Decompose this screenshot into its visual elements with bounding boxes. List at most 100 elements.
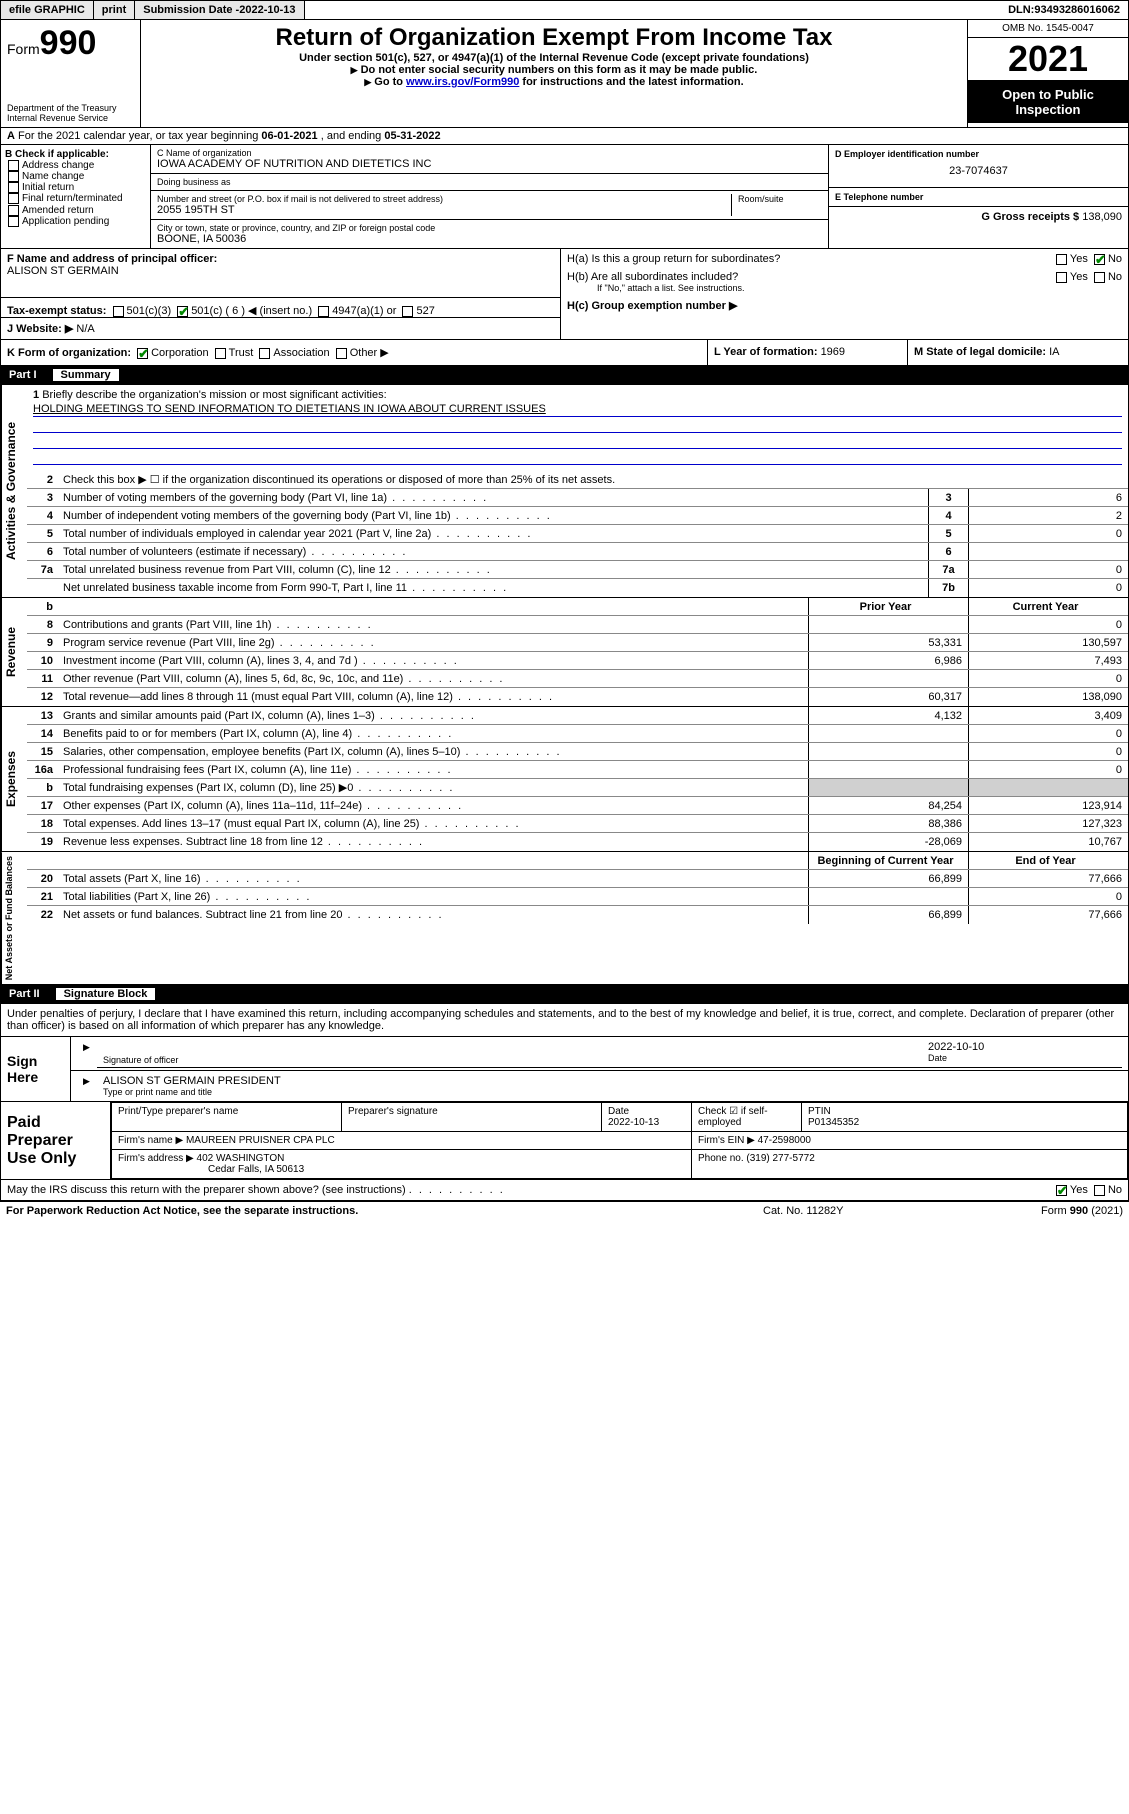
- current-year-val: 0: [968, 725, 1128, 742]
- part2-header: Part II Signature Block: [0, 985, 1129, 1004]
- line-text: Investment income (Part VIII, column (A)…: [59, 653, 808, 669]
- chk-501c[interactable]: [177, 306, 188, 317]
- hc-text: H(c) Group exemption number ▶: [567, 300, 737, 312]
- gov-line: 4Number of independent voting members of…: [27, 507, 1128, 525]
- block-bcdeg: B Check if applicable: Address change Na…: [0, 145, 1129, 249]
- chk-assoc[interactable]: [259, 348, 270, 359]
- chk-initial-label: Initial return: [22, 182, 74, 193]
- chk-pending[interactable]: Application pending: [5, 216, 146, 227]
- tax-year: 2021: [968, 38, 1128, 81]
- street-label: Number and street (or P.O. box if mail i…: [157, 194, 731, 204]
- current-year-val: 123,914: [968, 797, 1128, 814]
- row-j: J Website: ▶ N/A: [1, 317, 560, 335]
- gov-line: 7aTotal unrelated business revenue from …: [27, 561, 1128, 579]
- box-b: B Check if applicable: Address change Na…: [1, 145, 151, 248]
- firm-addr-label: Firm's address ▶: [118, 1153, 194, 1164]
- gov-line: 2Check this box ▶ ☐ if the organization …: [27, 471, 1128, 489]
- street-value: 2055 195TH ST: [157, 204, 731, 216]
- chk-name-label: Name change: [22, 171, 84, 182]
- hb-no[interactable]: [1094, 272, 1105, 283]
- line-num: 22: [27, 909, 59, 921]
- line-text: Net unrelated business taxable income fr…: [59, 580, 928, 596]
- discuss-yes[interactable]: [1056, 1185, 1067, 1196]
- sig-arrow-1: [77, 1039, 97, 1068]
- prior-year-val: 84,254: [808, 797, 968, 814]
- line-box: 6: [928, 543, 968, 560]
- line-text: Number of voting members of the governin…: [59, 490, 928, 506]
- row-a-prefix: A: [7, 130, 15, 142]
- sig-date: 2022-10-10: [928, 1041, 1116, 1053]
- ptin: P01345352: [808, 1117, 859, 1128]
- form-ref: Form 990 (2021): [963, 1205, 1123, 1217]
- chk-4947[interactable]: [318, 306, 329, 317]
- line-num: 18: [27, 818, 59, 830]
- line-val: 2: [968, 507, 1128, 524]
- row-i: Tax-exempt status: 501(c)(3) 501(c) ( 6 …: [1, 297, 560, 317]
- line-num: 11: [27, 673, 59, 685]
- ptin-label: PTIN: [808, 1106, 831, 1117]
- chk-501c3[interactable]: [113, 306, 124, 317]
- chk-name[interactable]: Name change: [5, 171, 146, 182]
- prior-year-val: [808, 761, 968, 778]
- line-box: 4: [928, 507, 968, 524]
- prior-year-val: [808, 616, 968, 633]
- sign-here-label: Sign Here: [1, 1037, 71, 1101]
- h-a: H(a) Is this a group return for subordin…: [567, 253, 1122, 265]
- data-line: bTotal fundraising expenses (Part IX, co…: [27, 779, 1128, 797]
- chk-corp[interactable]: [137, 348, 148, 359]
- firm-phone: (319) 277-5772: [746, 1153, 814, 1164]
- chk-address[interactable]: Address change: [5, 160, 146, 171]
- dln-label: DLN:: [1008, 4, 1034, 16]
- discuss-no[interactable]: [1094, 1185, 1105, 1196]
- officer-name: ALISON ST GERMAIN: [7, 265, 554, 277]
- line-text: Revenue less expenses. Subtract line 18 …: [59, 834, 808, 850]
- form-header: Form990 Department of the Treasury Inter…: [0, 20, 1129, 128]
- current-year-val: 0: [968, 743, 1128, 760]
- ha-yes[interactable]: [1056, 254, 1067, 265]
- ha-no[interactable]: [1094, 254, 1105, 265]
- officer-label: F Name and address of principal officer:: [7, 253, 554, 265]
- current-year-val: 77,666: [968, 870, 1128, 887]
- section-governance: Activities & Governance 1 Briefly descri…: [0, 385, 1129, 598]
- line-num: 2: [27, 474, 59, 486]
- chk-amended[interactable]: Amended return: [5, 205, 146, 216]
- line-text: Total liabilities (Part X, line 26): [59, 889, 808, 905]
- print-button[interactable]: print: [94, 1, 135, 19]
- sig-officer-label: Signature of officer: [103, 1055, 916, 1065]
- prior-year-val: -28,069: [808, 833, 968, 851]
- chk-initial[interactable]: Initial return: [5, 182, 146, 193]
- chk-other[interactable]: [336, 348, 347, 359]
- part1-header: Part I Summary: [0, 366, 1129, 385]
- line-num: 12: [27, 691, 59, 703]
- ha-text: H(a) Is this a group return for subordin…: [567, 253, 780, 265]
- current-year-val: 0: [968, 888, 1128, 905]
- chk-trust[interactable]: [215, 348, 226, 359]
- line-text: Total number of individuals employed in …: [59, 526, 928, 542]
- prior-year-val: 88,386: [808, 815, 968, 832]
- firm-phone-label: Phone no.: [698, 1153, 746, 1164]
- line-text: Total expenses. Add lines 13–17 (must eq…: [59, 816, 808, 832]
- line-box: 5: [928, 525, 968, 542]
- submission-date: Submission Date - 2022-10-13: [135, 1, 304, 19]
- line-num: 20: [27, 873, 59, 885]
- hb-yes[interactable]: [1056, 272, 1067, 283]
- prior-year-val: [808, 779, 968, 796]
- goto-suffix: for instructions and the latest informat…: [519, 76, 743, 88]
- line-num: 9: [27, 637, 59, 649]
- form990-link[interactable]: www.irs.gov/Form990: [406, 76, 519, 88]
- line-num: 17: [27, 800, 59, 812]
- year-formation: 1969: [821, 346, 845, 358]
- line-num: 5: [27, 528, 59, 540]
- dln-value: 93493286016062: [1034, 4, 1120, 16]
- tax-year-end: 05-31-2022: [384, 130, 440, 142]
- line-text: Contributions and grants (Part VIII, lin…: [59, 617, 808, 633]
- penalty-text: Under penalties of perjury, I declare th…: [1, 1004, 1128, 1037]
- line-num: 3: [27, 492, 59, 504]
- chk-final[interactable]: Final return/terminated: [5, 193, 146, 204]
- firm-ein-label: Firm's EIN ▶: [698, 1135, 755, 1146]
- opt-assoc: Association: [273, 347, 329, 359]
- data-line: 16aProfessional fundraising fees (Part I…: [27, 761, 1128, 779]
- prep-name-label: Print/Type preparer's name: [118, 1106, 238, 1117]
- chk-527[interactable]: [402, 306, 413, 317]
- page-footer: For Paperwork Reduction Act Notice, see …: [0, 1201, 1129, 1220]
